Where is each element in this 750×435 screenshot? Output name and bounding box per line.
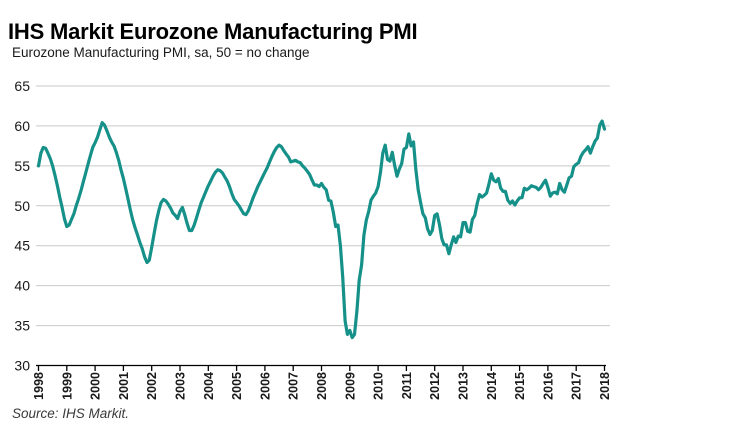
svg-text:2014: 2014 (485, 372, 499, 400)
svg-text:30: 30 (14, 358, 30, 374)
svg-text:60: 60 (14, 118, 30, 134)
y-gridlines (36, 85, 610, 327)
svg-text:2000: 2000 (89, 372, 103, 400)
svg-text:2013: 2013 (457, 372, 471, 400)
svg-text:2006: 2006 (258, 372, 272, 400)
svg-text:55: 55 (14, 158, 30, 174)
svg-text:2012: 2012 (428, 372, 442, 400)
svg-text:2002: 2002 (145, 372, 159, 400)
svg-text:35: 35 (14, 318, 30, 334)
svg-text:2004: 2004 (202, 372, 216, 400)
svg-text:2001: 2001 (117, 372, 131, 400)
svg-text:2005: 2005 (230, 372, 244, 400)
svg-text:2009: 2009 (343, 372, 357, 400)
svg-text:50: 50 (14, 198, 30, 214)
x-axis (36, 364, 606, 371)
x-axis-labels: 1998 1999 2000 2001 2002 2003 2004 2005 2006 2007… (32, 372, 612, 400)
svg-text:45: 45 (14, 238, 30, 254)
svg-text:2015: 2015 (513, 372, 527, 400)
svg-text:2018: 2018 (598, 372, 612, 400)
y-axis-labels: 65 60 55 50 45 40 35 30 (14, 78, 30, 374)
svg-text:2007: 2007 (287, 372, 301, 400)
chart-subtitle: Eurozone Manufacturing PMI, sa, 50 = no … (12, 45, 310, 60)
svg-text:1998: 1998 (32, 372, 46, 400)
svg-text:40: 40 (14, 278, 30, 294)
svg-text:65: 65 (14, 78, 30, 94)
svg-text:2011: 2011 (400, 372, 414, 399)
source-note: Source: IHS Markit. (12, 406, 130, 421)
svg-text:2008: 2008 (315, 372, 329, 400)
svg-text:2017: 2017 (570, 372, 584, 400)
svg-text:1999: 1999 (60, 372, 74, 400)
svg-text:2016: 2016 (541, 372, 555, 400)
svg-text:2003: 2003 (174, 372, 188, 400)
svg-text:2010: 2010 (372, 372, 386, 400)
pmi-series-line (36, 119, 607, 340)
page-title: IHS Markit Eurozone Manufacturing PMI (8, 18, 418, 44)
